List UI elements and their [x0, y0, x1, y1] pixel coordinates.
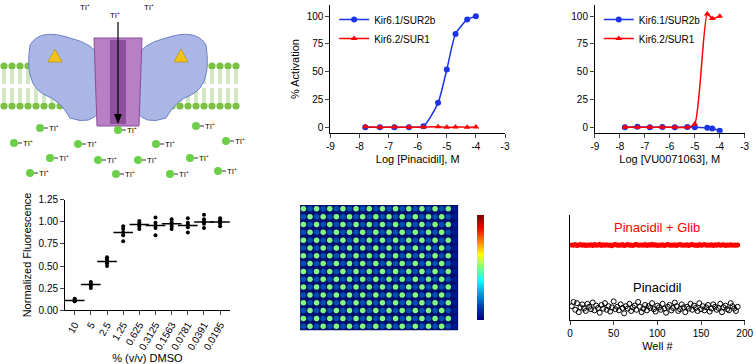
svg-text:0.50: 0.50	[39, 261, 59, 272]
svg-text:0: 0	[582, 122, 588, 133]
svg-text:0.1563: 0.1563	[153, 320, 178, 352]
svg-text:Tl⁺: Tl⁺	[39, 169, 49, 178]
svg-text:Tl⁺: Tl⁺	[235, 137, 245, 146]
svg-text:0.75: 0.75	[39, 238, 59, 249]
svg-text:Tl⁺: Tl⁺	[127, 126, 137, 135]
svg-text:Tl⁺: Tl⁺	[227, 167, 237, 176]
svg-text:% Activation: % Activation	[289, 39, 301, 99]
svg-text:-5: -5	[442, 141, 451, 152]
svg-text:1.00: 1.00	[39, 216, 59, 227]
svg-text:Pinacidil + Glib: Pinacidil + Glib	[614, 220, 700, 235]
svg-text:Tl⁺: Tl⁺	[80, 3, 90, 12]
svg-text:Tl⁺: Tl⁺	[107, 156, 117, 165]
svg-text:-5: -5	[690, 141, 699, 152]
svg-text:75: 75	[577, 38, 589, 49]
svg-text:% (v/v) DMSO: % (v/v) DMSO	[112, 352, 183, 364]
svg-text:-8: -8	[355, 141, 364, 152]
svg-text:25: 25	[312, 94, 324, 105]
svg-text:25: 25	[577, 94, 589, 105]
svg-text:0.3125: 0.3125	[137, 320, 162, 352]
svg-text:Well #: Well #	[642, 340, 673, 352]
svg-text:75: 75	[312, 38, 324, 49]
svg-text:150: 150	[693, 328, 710, 339]
svg-text:-6: -6	[413, 141, 422, 152]
svg-text:1.25: 1.25	[39, 194, 59, 205]
svg-text:Tl⁺: Tl⁺	[59, 154, 69, 163]
svg-text:0.0781: 0.0781	[169, 320, 194, 352]
svg-text:0.25: 0.25	[39, 283, 59, 294]
svg-text:0.0391: 0.0391	[185, 320, 210, 352]
svg-text:0: 0	[567, 328, 573, 339]
svg-text:200: 200	[736, 328, 753, 339]
svg-text:5: 5	[85, 320, 98, 331]
svg-text:Tl⁺: Tl⁺	[87, 140, 97, 149]
svg-text:Normalized Fluorescence: Normalized Fluorescence	[21, 193, 33, 318]
svg-text:Tl⁺: Tl⁺	[147, 156, 157, 165]
svg-text:Kir6.1/SUR2b: Kir6.1/SUR2b	[639, 14, 701, 25]
svg-text:Tl⁺: Tl⁺	[49, 124, 59, 133]
svg-text:Kir6.2/SUR1: Kir6.2/SUR1	[374, 33, 430, 44]
svg-text:-4: -4	[471, 141, 480, 152]
svg-text:10: 10	[66, 320, 81, 336]
svg-text:-9: -9	[591, 141, 600, 152]
svg-text:-9: -9	[326, 141, 335, 152]
svg-text:Log [VU0071063], M: Log [VU0071063], M	[619, 153, 720, 165]
svg-text:100: 100	[649, 328, 666, 339]
svg-text:Tl⁺: Tl⁺	[205, 122, 215, 131]
svg-text:2.5: 2.5	[97, 320, 114, 338]
svg-text:0.0195: 0.0195	[201, 320, 226, 352]
svg-text:Pinacidil: Pinacidil	[633, 280, 682, 295]
svg-text:-6: -6	[665, 141, 674, 152]
svg-text:Kir6.2/SUR1: Kir6.2/SUR1	[639, 33, 695, 44]
svg-text:Tl⁺: Tl⁺	[179, 170, 189, 179]
svg-text:Tl⁺: Tl⁺	[144, 3, 154, 12]
svg-text:-4: -4	[715, 141, 724, 152]
svg-text:Tl⁺: Tl⁺	[110, 11, 120, 20]
svg-text:-7: -7	[640, 141, 649, 152]
svg-text:0: 0	[318, 122, 324, 133]
svg-text:Kir6.1/SUR2b: Kir6.1/SUR2b	[374, 14, 436, 25]
svg-text:0.625: 0.625	[123, 320, 145, 348]
svg-text:-3: -3	[740, 141, 749, 152]
svg-text:-8: -8	[615, 141, 624, 152]
svg-text:-7: -7	[384, 141, 393, 152]
svg-text:1.25: 1.25	[110, 320, 129, 343]
svg-text:50: 50	[577, 66, 589, 77]
svg-text:100: 100	[307, 11, 324, 22]
svg-text:100: 100	[571, 11, 588, 22]
svg-text:Tl⁺: Tl⁺	[23, 139, 33, 148]
svg-text:-3: -3	[501, 141, 510, 152]
svg-text:0.00: 0.00	[39, 305, 59, 316]
svg-text:Tl⁺: Tl⁺	[199, 154, 209, 163]
svg-text:Log [Pinacidil], M: Log [Pinacidil], M	[376, 153, 460, 165]
svg-text:Tl⁺: Tl⁺	[125, 170, 135, 179]
svg-text:Tl⁺: Tl⁺	[165, 140, 175, 149]
svg-text:50: 50	[312, 66, 324, 77]
svg-text:50: 50	[608, 328, 620, 339]
